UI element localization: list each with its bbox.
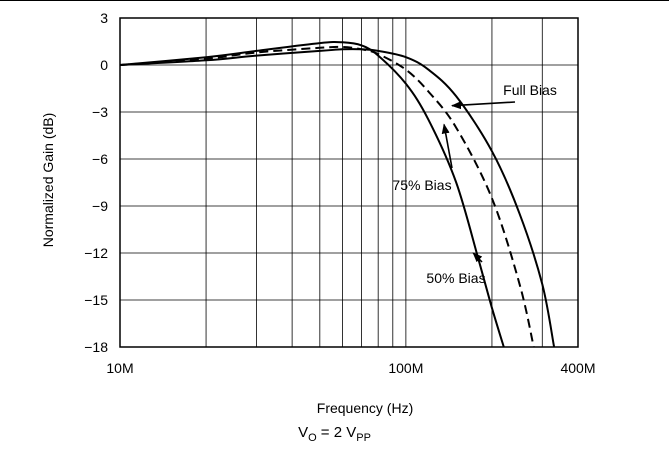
footnote-middle: = 2 V xyxy=(316,424,357,441)
y-tick-label: −9 xyxy=(92,198,108,214)
grid-lines xyxy=(120,17,578,348)
y-tick-label: −12 xyxy=(84,245,108,261)
tick-labels: 3 0 −3 −6 −9 −12 −15 −18 10M 100M 400M xyxy=(84,10,595,376)
x-tick-label: 400M xyxy=(560,360,595,376)
annotations: Full Bias 75% Bias 50% Bias xyxy=(392,82,556,286)
series-line-2 xyxy=(119,45,535,348)
annotation-arrow xyxy=(451,101,516,110)
series-lines xyxy=(119,40,556,348)
series-line-1 xyxy=(119,48,556,348)
x-axis-title: Frequency (Hz) xyxy=(317,400,413,416)
annotation-arrow xyxy=(441,123,453,169)
y-tick-label: 0 xyxy=(100,57,108,73)
footnote-prefix-sub: O xyxy=(308,432,317,444)
y-tick-label: −3 xyxy=(92,104,108,120)
footnote-prefix: V xyxy=(298,424,309,441)
top-rule xyxy=(0,0,669,1)
x-tick-label: 10M xyxy=(106,360,133,376)
annotation-label: 50% Bias xyxy=(426,270,485,286)
footnote-suffix-sub: PP xyxy=(356,432,371,444)
annotation-label: 75% Bias xyxy=(392,177,451,193)
plot-frame xyxy=(119,17,579,348)
x-tick-label: 100M xyxy=(388,360,423,376)
gain-vs-frequency-chart: Full Bias 75% Bias 50% Bias 3 0 −3 −6 −9 −12 −15… xyxy=(40,10,596,416)
annotation-arrow xyxy=(472,252,483,263)
y-tick-label: −15 xyxy=(84,292,108,308)
series-line-3 xyxy=(119,40,505,348)
y-axis-title: Normalized Gain (dB) xyxy=(40,113,56,248)
y-tick-label: −18 xyxy=(84,339,108,355)
annotation-label: Full Bias xyxy=(503,82,557,98)
y-tick-label: −6 xyxy=(92,151,108,167)
footnote-condition: VO = 2 VPP xyxy=(0,424,669,444)
y-tick-label: 3 xyxy=(100,10,108,26)
